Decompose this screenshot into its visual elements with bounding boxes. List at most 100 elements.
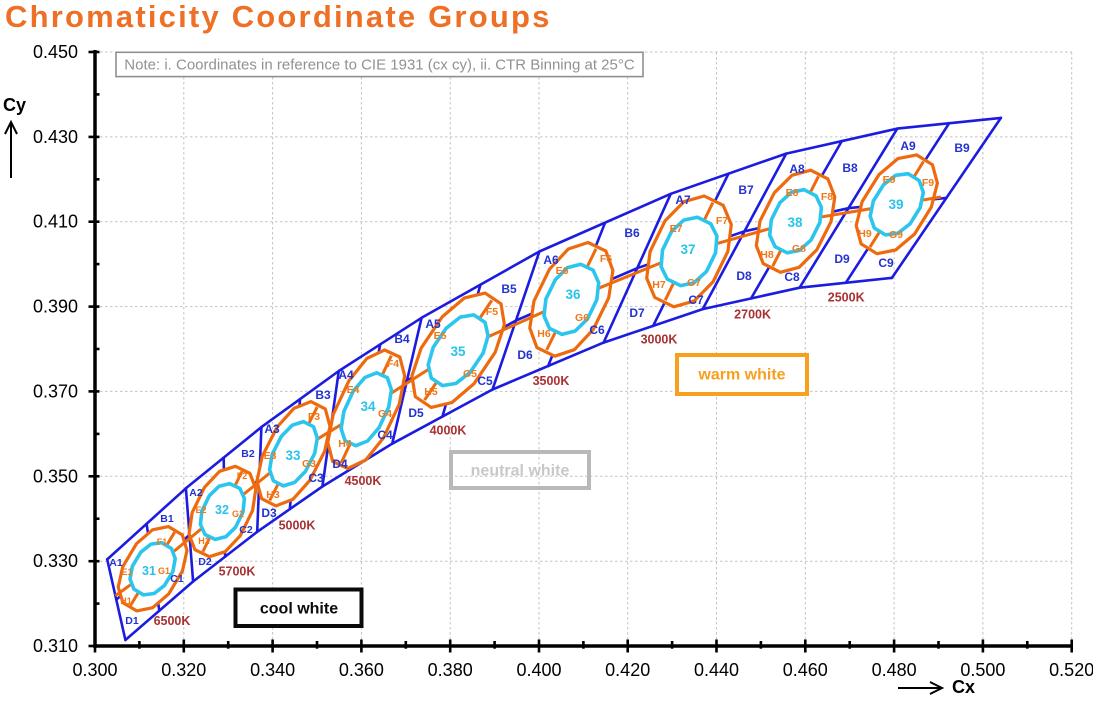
svg-text:G2: G2 — [232, 509, 244, 519]
svg-text:0.460: 0.460 — [783, 660, 828, 680]
svg-text:F7: F7 — [716, 215, 728, 227]
svg-text:G6: G6 — [575, 312, 589, 324]
svg-text:34: 34 — [360, 399, 376, 414]
svg-text:A1: A1 — [109, 557, 123, 569]
svg-text:A6: A6 — [543, 253, 559, 267]
svg-text:D2: D2 — [198, 556, 212, 568]
svg-text:0.400: 0.400 — [516, 660, 561, 680]
svg-text:C4: C4 — [377, 428, 393, 442]
svg-text:2500K: 2500K — [828, 290, 865, 304]
svg-text:D5: D5 — [408, 406, 424, 420]
svg-text:0.310: 0.310 — [33, 636, 78, 656]
svg-text:C6: C6 — [589, 323, 605, 337]
svg-text:F3: F3 — [308, 411, 320, 423]
svg-text:B6: B6 — [624, 226, 640, 240]
svg-text:0.440: 0.440 — [694, 660, 739, 680]
svg-text:B9: B9 — [954, 141, 970, 155]
svg-text:H3: H3 — [266, 489, 280, 501]
svg-text:0.410: 0.410 — [33, 212, 78, 232]
svg-text:cool white: cool white — [260, 601, 338, 618]
svg-text:G9: G9 — [889, 229, 903, 241]
svg-text:C3: C3 — [308, 471, 324, 485]
svg-text:G1: G1 — [158, 566, 170, 576]
svg-text:A7: A7 — [675, 193, 691, 207]
svg-text:0.350: 0.350 — [33, 466, 78, 486]
svg-text:33: 33 — [285, 448, 301, 463]
svg-text:E9: E9 — [883, 174, 896, 186]
svg-text:E2: E2 — [195, 505, 206, 515]
svg-text:D9: D9 — [834, 252, 850, 266]
svg-text:Chromaticity Coordinate Groups: Chromaticity Coordinate Groups — [5, 0, 552, 34]
svg-text:0.480: 0.480 — [872, 660, 917, 680]
svg-text:0.380: 0.380 — [428, 660, 473, 680]
svg-text:G4: G4 — [378, 408, 392, 420]
svg-text:E1: E1 — [121, 567, 132, 577]
svg-text:0.370: 0.370 — [33, 381, 78, 401]
svg-text:C7: C7 — [688, 293, 704, 307]
svg-text:H5: H5 — [424, 386, 438, 398]
svg-text:31: 31 — [142, 564, 156, 578]
svg-text:F2: F2 — [237, 471, 248, 481]
svg-text:C9: C9 — [878, 256, 894, 270]
svg-text:0.430: 0.430 — [33, 127, 78, 147]
svg-text:G5: G5 — [463, 368, 477, 380]
svg-text:H6: H6 — [537, 328, 551, 340]
svg-text:4000K: 4000K — [430, 424, 467, 438]
svg-text:38: 38 — [787, 215, 803, 230]
svg-text:warm white: warm white — [697, 367, 785, 384]
svg-text:36: 36 — [565, 287, 581, 302]
svg-text:G7: G7 — [687, 277, 701, 289]
svg-text:B5: B5 — [501, 282, 517, 296]
svg-text:B1: B1 — [160, 513, 174, 525]
svg-text:D7: D7 — [629, 306, 645, 320]
svg-text:neutral white: neutral white — [471, 463, 570, 480]
svg-text:F8: F8 — [821, 191, 833, 203]
svg-text:0.450: 0.450 — [33, 42, 78, 62]
svg-text:A3: A3 — [264, 422, 280, 436]
svg-text:B8: B8 — [842, 161, 858, 175]
svg-text:G3: G3 — [302, 458, 316, 470]
svg-text:D6: D6 — [517, 348, 533, 362]
svg-text:A8: A8 — [789, 162, 805, 176]
svg-text:0.330: 0.330 — [33, 551, 78, 571]
svg-text:A4: A4 — [338, 368, 354, 382]
svg-text:H1: H1 — [120, 596, 132, 606]
svg-text:3000K: 3000K — [641, 333, 678, 347]
svg-text:5700K: 5700K — [219, 565, 256, 579]
svg-text:Note: i. Coordinates in refere: Note: i. Coordinates in reference to CIE… — [124, 57, 635, 74]
svg-text:0.340: 0.340 — [250, 660, 295, 680]
svg-text:A5: A5 — [425, 317, 441, 331]
svg-text:C8: C8 — [784, 270, 800, 284]
svg-text:B3: B3 — [315, 388, 331, 402]
svg-text:H8: H8 — [760, 249, 774, 261]
svg-text:D3: D3 — [261, 506, 277, 520]
svg-text:F5: F5 — [486, 306, 498, 318]
svg-text:C2: C2 — [239, 524, 253, 536]
svg-text:D4: D4 — [332, 457, 348, 471]
svg-text:E8: E8 — [786, 187, 799, 199]
svg-text:H4: H4 — [338, 438, 352, 450]
svg-text:D8: D8 — [736, 269, 752, 283]
svg-text:E7: E7 — [670, 223, 683, 235]
svg-text:A2: A2 — [189, 487, 203, 499]
svg-text:H2: H2 — [198, 536, 210, 546]
svg-text:32: 32 — [215, 503, 229, 517]
svg-text:5000K: 5000K — [279, 519, 316, 533]
svg-text:B4: B4 — [394, 332, 410, 346]
svg-text:Cy: Cy — [3, 95, 26, 115]
svg-text:0.420: 0.420 — [605, 660, 650, 680]
svg-text:D1: D1 — [125, 615, 139, 627]
svg-text:B2: B2 — [241, 448, 255, 460]
svg-text:E6: E6 — [556, 265, 569, 277]
svg-text:0.520: 0.520 — [1049, 660, 1093, 680]
svg-text:E3: E3 — [264, 450, 277, 462]
svg-text:A9: A9 — [900, 139, 916, 153]
svg-text:0.300: 0.300 — [72, 660, 117, 680]
svg-text:C1: C1 — [170, 573, 184, 585]
svg-text:35: 35 — [450, 344, 466, 359]
svg-text:39: 39 — [888, 197, 903, 212]
svg-text:C5: C5 — [477, 374, 493, 388]
svg-text:F9: F9 — [922, 177, 934, 189]
svg-text:0.320: 0.320 — [161, 660, 206, 680]
svg-text:0.390: 0.390 — [33, 297, 78, 317]
